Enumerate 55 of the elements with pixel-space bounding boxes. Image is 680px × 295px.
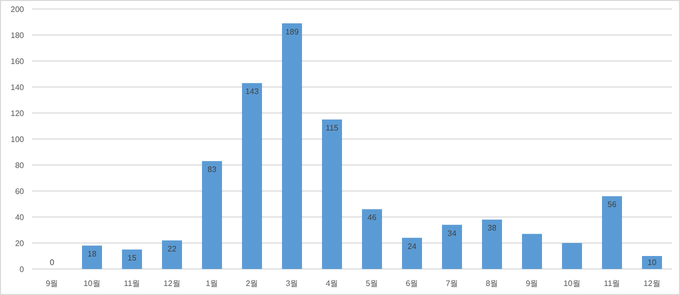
x-tick-label: 7월 — [446, 279, 458, 288]
data-label: 24 — [408, 242, 417, 251]
bar — [322, 120, 342, 269]
data-label: 15 — [128, 254, 137, 262]
bar — [562, 243, 582, 269]
x-tick-label: 9월 — [526, 279, 538, 288]
x-tick-label: 11월 — [124, 279, 140, 288]
y-tick-label: 40 — [15, 213, 25, 222]
y-tick-label: 80 — [15, 161, 25, 170]
x-tick-label: 5월 — [366, 279, 378, 288]
bar — [362, 209, 382, 269]
x-tick-label: 6월 — [406, 279, 418, 288]
data-label: 22 — [168, 244, 177, 254]
data-label: 189 — [285, 27, 300, 36]
y-tick-label: 180 — [10, 31, 25, 40]
bar — [282, 23, 302, 269]
y-tick-label: 120 — [10, 109, 25, 118]
x-tick-label: 10월 — [564, 279, 580, 288]
y-tick-label: 20 — [15, 239, 25, 248]
x-tick-label: 8월 — [486, 279, 498, 288]
bar — [242, 83, 262, 269]
x-tick-label: 3월 — [286, 279, 298, 288]
y-tick-label: 60 — [15, 187, 25, 196]
x-tick-label: 11월 — [604, 279, 620, 288]
data-label: 18 — [88, 250, 97, 259]
y-tick-label: 140 — [10, 83, 25, 92]
bar — [602, 196, 622, 269]
data-label: 0 — [50, 258, 55, 267]
y-tick-label: 0 — [20, 265, 25, 274]
x-tick-label: 12월 — [644, 279, 660, 288]
x-tick-label: 12월 — [164, 279, 180, 288]
bar — [162, 240, 182, 269]
bar — [202, 161, 222, 269]
data-label: 34 — [448, 228, 457, 238]
x-tick-label: 1월 — [206, 279, 218, 288]
y-tick-label: 160 — [10, 57, 25, 66]
data-label: 83 — [208, 165, 217, 174]
bar — [482, 220, 502, 269]
bar — [442, 224, 462, 269]
x-tick-label: 10월 — [84, 279, 100, 288]
data-label: 56 — [608, 200, 617, 210]
y-tick-label: 200 — [10, 5, 25, 14]
data-label: 38 — [488, 224, 497, 233]
data-label: 143 — [245, 87, 260, 96]
x-tick-label: 9월 — [46, 279, 58, 288]
bar — [402, 238, 422, 269]
bar — [122, 250, 142, 269]
bar — [82, 246, 102, 269]
x-tick-label: 4월 — [326, 279, 338, 288]
y-tick-label: 100 — [10, 135, 25, 144]
x-tick-label: 2월 — [246, 279, 258, 288]
bar — [522, 234, 542, 269]
data-label: 10 — [648, 258, 657, 267]
data-label: 115 — [326, 124, 339, 132]
data-label: 46 — [368, 213, 377, 222]
